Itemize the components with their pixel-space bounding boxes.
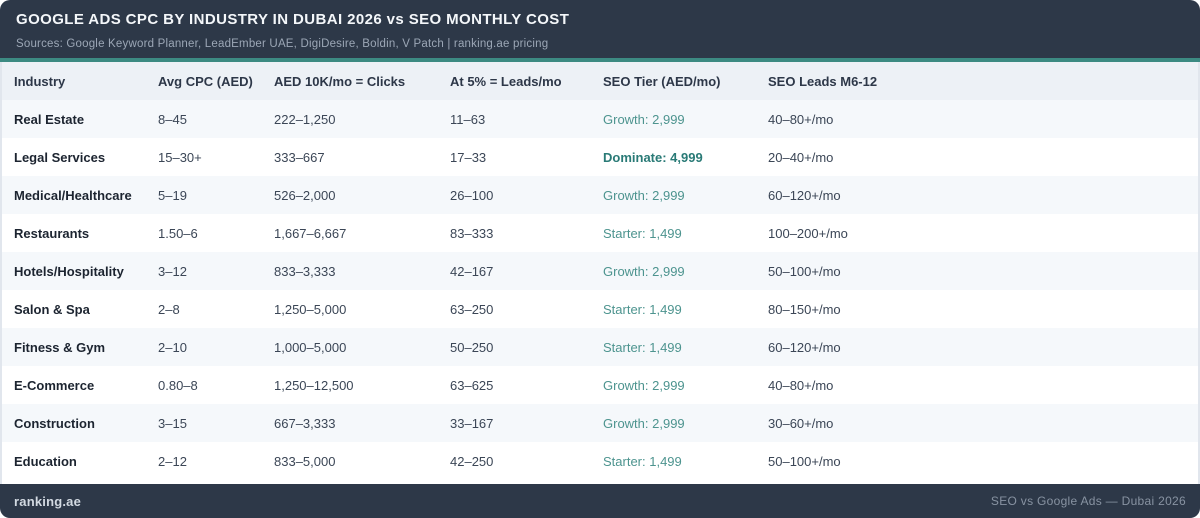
- cell-clicks: 667–3,333: [262, 404, 438, 442]
- cell-leads: 63–625: [438, 366, 591, 404]
- cell-seo-leads: 40–80+/mo: [756, 366, 1198, 404]
- brand-label: ranking.ae: [14, 493, 82, 509]
- cell-industry: Medical/Healthcare: [2, 176, 146, 214]
- cell-seo-tier: Starter: 1,499: [591, 442, 756, 480]
- cell-seo-leads: 50–100+/mo: [756, 252, 1198, 290]
- header-row: Industry Avg CPC (AED) AED 10K/mo = Clic…: [2, 62, 1198, 100]
- cell-industry: Real Estate: [2, 100, 146, 138]
- cell-seo-leads: 50–100+/mo: [756, 442, 1198, 480]
- cell-clicks: 333–667: [262, 138, 438, 176]
- cell-seo-leads: 40–80+/mo: [756, 100, 1198, 138]
- cell-leads: 83–333: [438, 214, 591, 252]
- cell-clicks: 526–2,000: [262, 176, 438, 214]
- cell-avg-cpc: 5–19: [146, 176, 262, 214]
- cell-industry: Legal Services: [2, 138, 146, 176]
- cell-clicks: 222–1,250: [262, 100, 438, 138]
- cell-seo-tier: Growth: 2,999: [591, 252, 756, 290]
- cell-leads: 63–250: [438, 290, 591, 328]
- col-header-clicks: AED 10K/mo = Clicks: [262, 62, 438, 100]
- table-body: Real Estate 8–45 222–1,250 11–63 Growth:…: [2, 100, 1198, 480]
- cell-seo-leads: 80–150+/mo: [756, 290, 1198, 328]
- cell-seo-tier: Growth: 2,999: [591, 366, 756, 404]
- table-row: Medical/Healthcare 5–19 526–2,000 26–100…: [2, 176, 1198, 214]
- cell-industry: Education: [2, 442, 146, 480]
- cell-avg-cpc: 1.50–6: [146, 214, 262, 252]
- col-header-industry: Industry: [2, 62, 146, 100]
- cell-seo-leads: 100–200+/mo: [756, 214, 1198, 252]
- cpc-seo-table: Industry Avg CPC (AED) AED 10K/mo = Clic…: [2, 62, 1198, 480]
- cell-seo-tier: Growth: 2,999: [591, 176, 756, 214]
- cell-leads: 42–250: [438, 442, 591, 480]
- table-row: Education 2–12 833–5,000 42–250 Starter:…: [2, 442, 1198, 480]
- cell-leads: 33–167: [438, 404, 591, 442]
- table-row: Real Estate 8–45 222–1,250 11–63 Growth:…: [2, 100, 1198, 138]
- cell-leads: 42–167: [438, 252, 591, 290]
- cell-clicks: 1,250–5,000: [262, 290, 438, 328]
- cell-avg-cpc: 2–10: [146, 328, 262, 366]
- footer-bar: ranking.ae SEO vs Google Ads — Dubai 202…: [0, 484, 1200, 518]
- table-row: Fitness & Gym 2–10 1,000–5,000 50–250 St…: [2, 328, 1198, 366]
- cell-industry: Hotels/Hospitality: [2, 252, 146, 290]
- cell-avg-cpc: 8–45: [146, 100, 262, 138]
- table-row: Salon & Spa 2–8 1,250–5,000 63–250 Start…: [2, 290, 1198, 328]
- cell-clicks: 1,667–6,667: [262, 214, 438, 252]
- table-row: Hotels/Hospitality 3–12 833–3,333 42–167…: [2, 252, 1198, 290]
- table-container: Industry Avg CPC (AED) AED 10K/mo = Clic…: [0, 62, 1200, 484]
- table-row: Restaurants 1.50–6 1,667–6,667 83–333 St…: [2, 214, 1198, 252]
- table-row: Construction 3–15 667–3,333 33–167 Growt…: [2, 404, 1198, 442]
- cell-seo-leads: 30–60+/mo: [756, 404, 1198, 442]
- cell-leads: 11–63: [438, 100, 591, 138]
- cell-seo-leads: 20–40+/mo: [756, 138, 1198, 176]
- cell-seo-tier: Starter: 1,499: [591, 290, 756, 328]
- footer-caption: SEO vs Google Ads — Dubai 2026: [990, 494, 1186, 508]
- col-header-avg-cpc: Avg CPC (AED): [146, 62, 262, 100]
- col-header-seo-tier: SEO Tier (AED/mo): [591, 62, 756, 100]
- table-header: Industry Avg CPC (AED) AED 10K/mo = Clic…: [2, 62, 1198, 100]
- cell-clicks: 833–5,000: [262, 442, 438, 480]
- cell-seo-tier: Growth: 2,999: [591, 100, 756, 138]
- cell-industry: Restaurants: [2, 214, 146, 252]
- cell-clicks: 1,000–5,000: [262, 328, 438, 366]
- cell-leads: 26–100: [438, 176, 591, 214]
- cell-industry: Salon & Spa: [2, 290, 146, 328]
- cell-industry: Construction: [2, 404, 146, 442]
- cell-seo-leads: 60–120+/mo: [756, 176, 1198, 214]
- cell-avg-cpc: 15–30+: [146, 138, 262, 176]
- table-row: Legal Services 15–30+ 333–667 17–33 Domi…: [2, 138, 1198, 176]
- cell-industry: Fitness & Gym: [2, 328, 146, 366]
- cell-avg-cpc: 0.80–8: [146, 366, 262, 404]
- col-header-leads: At 5% = Leads/mo: [438, 62, 591, 100]
- sources-subtitle: Sources: Google Keyword Planner, LeadEmb…: [16, 38, 549, 50]
- cell-avg-cpc: 3–15: [146, 404, 262, 442]
- header-bar: GOOGLE ADS CPC BY INDUSTRY IN DUBAI 2026…: [0, 0, 1200, 62]
- cell-avg-cpc: 2–12: [146, 442, 262, 480]
- cell-seo-tier: Dominate: 4,999: [591, 138, 756, 176]
- table-row: E-Commerce 0.80–8 1,250–12,500 63–625 Gr…: [2, 366, 1198, 404]
- cell-industry: E-Commerce: [2, 366, 146, 404]
- page-title: GOOGLE ADS CPC BY INDUSTRY IN DUBAI 2026…: [16, 11, 570, 28]
- cell-seo-tier: Growth: 2,999: [591, 404, 756, 442]
- col-header-seo-leads: SEO Leads M6-12: [756, 62, 1198, 100]
- cell-avg-cpc: 2–8: [146, 290, 262, 328]
- cell-avg-cpc: 3–12: [146, 252, 262, 290]
- cell-leads: 50–250: [438, 328, 591, 366]
- cell-clicks: 833–3,333: [262, 252, 438, 290]
- cell-seo-tier: Starter: 1,499: [591, 214, 756, 252]
- cell-leads: 17–33: [438, 138, 591, 176]
- cell-clicks: 1,250–12,500: [262, 366, 438, 404]
- cell-seo-leads: 60–120+/mo: [756, 328, 1198, 366]
- cell-seo-tier: Starter: 1,499: [591, 328, 756, 366]
